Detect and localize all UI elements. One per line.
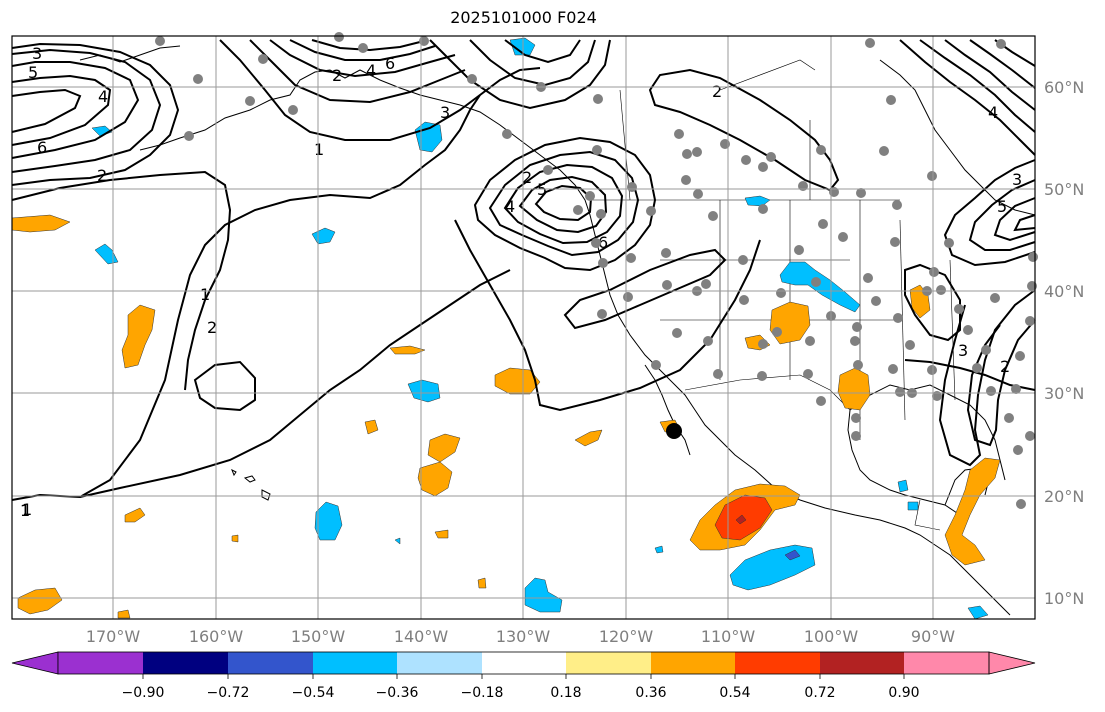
contour-label: 1: [314, 140, 324, 159]
lon-label: 130°W: [496, 627, 551, 646]
lon-label: 150°W: [291, 627, 346, 646]
contour-label: 2: [522, 168, 532, 187]
contour-label: 3: [958, 341, 968, 360]
contour-label: 6: [385, 54, 395, 73]
colorbar-tick: 0.18: [550, 685, 581, 701]
latitude-labels: 60°N 50°N 40°N 30°N 20°N 10°N: [1044, 78, 1084, 608]
colorbar-bin: [58, 652, 143, 674]
contour-label: 2: [97, 166, 107, 185]
colorbar-tick: 0.54: [719, 685, 750, 701]
colorbar-bin: [735, 652, 820, 674]
contour-label: 4: [988, 103, 998, 122]
colorbar-tick: −0.36: [376, 685, 419, 701]
contour-label: 6: [598, 233, 608, 252]
contour-label: 3: [32, 44, 42, 63]
lat-label: 60°N: [1044, 78, 1084, 97]
lat-label: 40°N: [1044, 282, 1084, 301]
colorbar-tick: 0.90: [888, 685, 919, 701]
lon-label: 170°W: [86, 627, 141, 646]
colorbar-tick: −0.72: [207, 685, 250, 701]
lat-label: 10°N: [1044, 589, 1084, 608]
colorbar-bin: [820, 652, 904, 674]
lon-label: 120°W: [599, 627, 654, 646]
colorbar-bin: [904, 652, 989, 674]
contour-label: 2: [712, 82, 722, 101]
contour-label: 1: [22, 500, 32, 519]
contour-label: 1: [20, 501, 30, 520]
colorbar-bin: [651, 652, 735, 674]
contour-label: 4: [366, 61, 376, 80]
colorbar-bin: [482, 652, 566, 674]
colorbar-bin: [566, 652, 651, 674]
location-marker: [666, 423, 682, 439]
colorbar-tick: −0.18: [461, 685, 504, 701]
contour-label: 5: [997, 197, 1007, 216]
lon-label: 90°W: [911, 627, 955, 646]
colorbar-bin: [313, 652, 397, 674]
lon-label: 160°W: [189, 627, 244, 646]
station-dots: [155, 32, 1038, 509]
contour-label: 3: [440, 103, 450, 122]
colorbar-bin: [228, 652, 313, 674]
contour-label: 6: [37, 138, 47, 157]
lon-label: 110°W: [701, 627, 756, 646]
longitude-labels: 170°W 160°W 150°W 140°W 130°W 120°W 110°…: [86, 627, 955, 646]
contour-label: 1: [200, 285, 210, 304]
contour-label: 2: [207, 318, 217, 337]
contour-lines: [11, 39, 1036, 501]
colorbar-tick: −0.54: [292, 685, 335, 701]
contour-label: 4: [505, 197, 515, 216]
gridlines: [12, 36, 1035, 619]
colorbar-bin: [397, 652, 482, 674]
lat-label: 20°N: [1044, 487, 1084, 506]
colorbar-max-extend: [988, 651, 1036, 675]
colorbar-tick: 0.72: [804, 685, 835, 701]
contour-label: 2: [332, 66, 342, 85]
colorbar-bin: [143, 652, 228, 674]
contour-labels: 3 5 4 6 2 1 2 1 4 6 2 3 4 5 6 2 1 1 2 4 …: [20, 44, 1022, 520]
lat-label: 50°N: [1044, 180, 1084, 199]
contour-label: 3: [1012, 170, 1022, 189]
lat-label: 30°N: [1044, 384, 1084, 403]
map-panel: 3 5 4 6 2 1 2 1 4 6 2 3 4 5 6 2 1 1 2 4 …: [11, 32, 1038, 620]
colorbar: −0.90 −0.72 −0.54 −0.36 −0.18 0.18 0.36 …: [11, 651, 1036, 701]
contour-label: 4: [98, 87, 108, 106]
contour-label: 2: [1000, 357, 1010, 376]
contour-label: 5: [28, 63, 38, 82]
colorbar-tick: −0.90: [122, 685, 165, 701]
colorbar-min-extend: [11, 651, 59, 675]
lon-label: 100°W: [804, 627, 859, 646]
lon-label: 140°W: [394, 627, 449, 646]
map-title: 2025101000 F024: [450, 8, 597, 27]
colorbar-tick: 0.36: [635, 685, 666, 701]
